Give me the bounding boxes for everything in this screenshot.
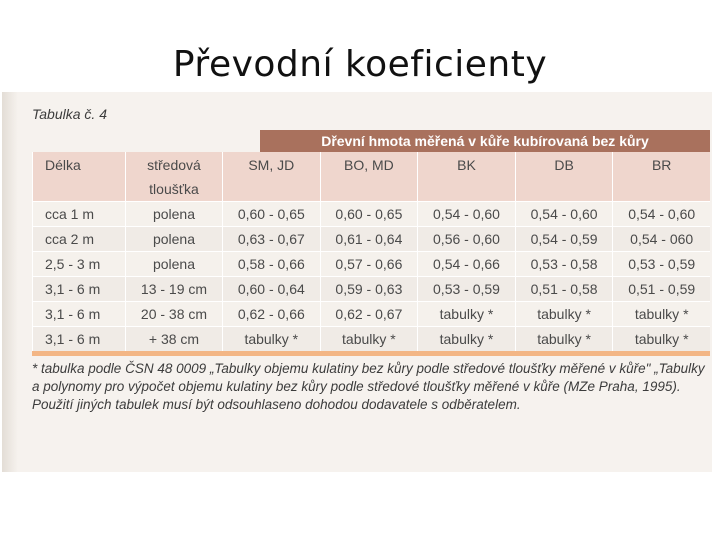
table-caption: Tabulka č. 4 [32,106,107,122]
cell-value: 0,51 - 0,59 [612,276,710,302]
footnote-divider [32,351,710,356]
cell-value: 0,54 - 0,60 [417,201,516,227]
cell-value: tabulky * [222,326,321,351]
cell-thickness: + 38 cm [124,326,223,351]
column-header-species: SM, JD [222,152,321,177]
cell-value: 0,53 - 0,59 [612,251,710,277]
cell-value: 0,53 - 0,59 [417,276,516,302]
header-row-2: tloušťka [32,177,710,202]
column-header-species: BK [417,152,516,177]
cell-length: cca 2 m [32,226,126,252]
table-row: 2,5 - 3 m polena 0,58 - 0,66 0,57 - 0,66… [32,251,710,277]
cell-value: tabulky * [612,326,710,351]
cell-value: 0,59 - 0,63 [319,276,418,302]
scanned-table-image: Tabulka č. 4 Dřevní hmota měřená v kůře … [2,92,712,472]
cell-value: tabulky * [417,326,516,351]
cell-value: 0,57 - 0,66 [319,251,418,277]
column-header-length: Délka [32,152,126,177]
table-row: cca 2 m polena 0,63 - 0,67 0,61 - 0,64 0… [32,226,710,252]
table-row: 3,1 - 6 m + 38 cm tabulky * tabulky * ta… [32,326,710,351]
cell-value: 0,60 - 0,65 [222,201,321,227]
conversion-table: Délka středová SM, JD BO, MD BK DB BR tl… [32,152,710,351]
cell-length: cca 1 m [32,201,126,227]
cell-value: tabulky * [319,326,418,351]
cell-length: 2,5 - 3 m [32,251,126,277]
cell-value: 0,56 - 0,60 [417,226,516,252]
table-row: cca 1 m polena 0,60 - 0,65 0,60 - 0,65 0… [32,201,710,227]
scan-edge-shadow [2,92,18,472]
column-header-species: BR [612,152,710,177]
cell-length: 3,1 - 6 m [32,301,126,327]
header-row: Délka středová SM, JD BO, MD BK DB BR [32,152,710,177]
cell-value: 0,62 - 0,67 [319,301,418,327]
cell-thickness: polena [124,201,223,227]
cell-thickness: 20 - 38 cm [124,301,223,327]
cell-value: 0,54 - 0,60 [612,201,710,227]
cell-thickness: 13 - 19 cm [124,276,223,302]
slide-title: Převodní koeficienty [172,44,548,85]
cell-value: 0,60 - 0,64 [222,276,321,302]
table-row: 3,1 - 6 m 20 - 38 cm 0,62 - 0,66 0,62 - … [32,301,710,327]
cell-value: 0,58 - 0,66 [222,251,321,277]
cell-value: tabulky * [514,326,613,351]
cell-value: 0,53 - 0,58 [514,251,613,277]
group-header: Dřevní hmota měřená v kůře kubírovaná be… [260,130,710,152]
cell-value: tabulky * [612,301,710,327]
cell-length: 3,1 - 6 m [32,326,126,351]
table-footnote: * tabulka podle ČSN 48 0009 „Tabulky obj… [32,361,705,412]
cell-value: tabulky * [514,301,613,327]
cell-value: 0,61 - 0,64 [319,226,418,252]
column-header-species: BO, MD [319,152,418,177]
cell-value: 0,54 - 0,66 [417,251,516,277]
cell-thickness: polena [124,226,223,252]
cell-length: 3,1 - 6 m [32,276,126,302]
cell-value: 0,51 - 0,58 [514,276,613,302]
column-header-species: DB [514,152,613,177]
cell-value: 0,60 - 0,65 [319,201,418,227]
cell-thickness: polena [124,251,223,277]
column-header-thickness-2: tloušťka [124,177,223,202]
cell-value: 0,54 - 0,60 [514,201,613,227]
cell-value: 0,54 - 0,59 [514,226,613,252]
cell-value: tabulky * [417,301,516,327]
cell-value: 0,54 - 060 [612,226,710,252]
table-row: 3,1 - 6 m 13 - 19 cm 0,60 - 0,64 0,59 - … [32,276,710,302]
cell-value: 0,63 - 0,67 [222,226,321,252]
cell-value: 0,62 - 0,66 [222,301,321,327]
column-header-thickness-1: středová [124,152,223,177]
